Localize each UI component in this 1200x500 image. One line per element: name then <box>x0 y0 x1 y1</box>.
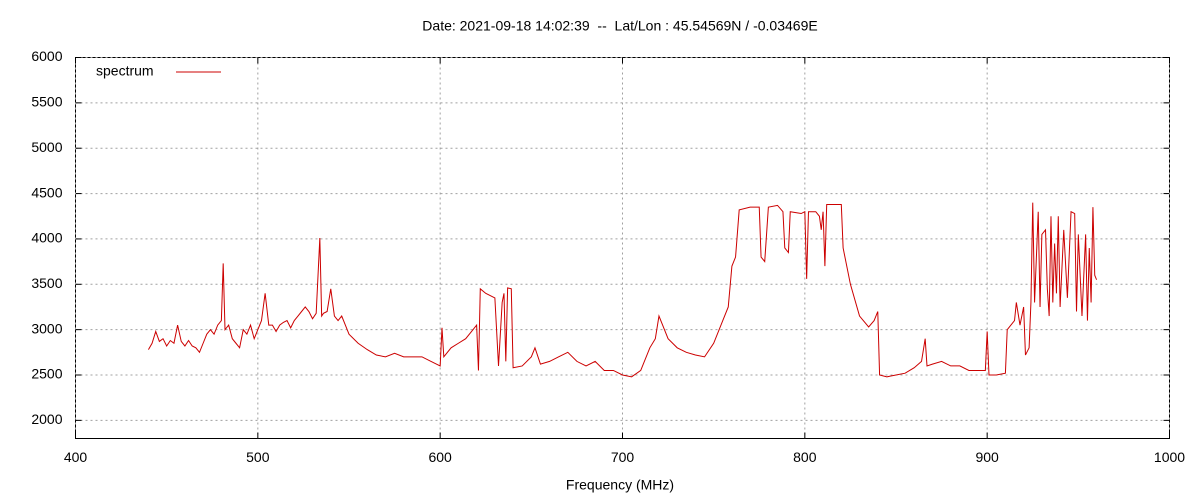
y-tick-label: 2500 <box>31 366 62 382</box>
x-tick-label: 1000 <box>1154 449 1185 465</box>
y-tick-label: 5000 <box>31 139 62 155</box>
chart-title: Date: 2021-09-18 14:02:39 -- Lat/Lon : 4… <box>422 18 817 34</box>
x-tick-label: 400 <box>64 449 88 465</box>
x-axis-label: Frequency (MHz) <box>566 477 674 493</box>
y-tick-label: 4500 <box>31 184 62 200</box>
x-tick-label: 600 <box>428 449 452 465</box>
series-line <box>147 202 1098 378</box>
y-tick-label: 4000 <box>31 230 62 246</box>
y-tick-label: 6000 <box>31 48 62 64</box>
y-tick-label: 3500 <box>31 275 62 291</box>
x-tick-label: 900 <box>975 449 999 465</box>
x-tick-label: 500 <box>246 449 270 465</box>
y-tick-label: 2000 <box>31 411 62 427</box>
legend-label: spectrum <box>96 63 154 79</box>
x-tick-label: 700 <box>611 449 635 465</box>
y-tick-label: 3000 <box>31 320 62 336</box>
y-tick-label: 5500 <box>31 94 62 110</box>
x-tick-label: 800 <box>793 449 817 465</box>
